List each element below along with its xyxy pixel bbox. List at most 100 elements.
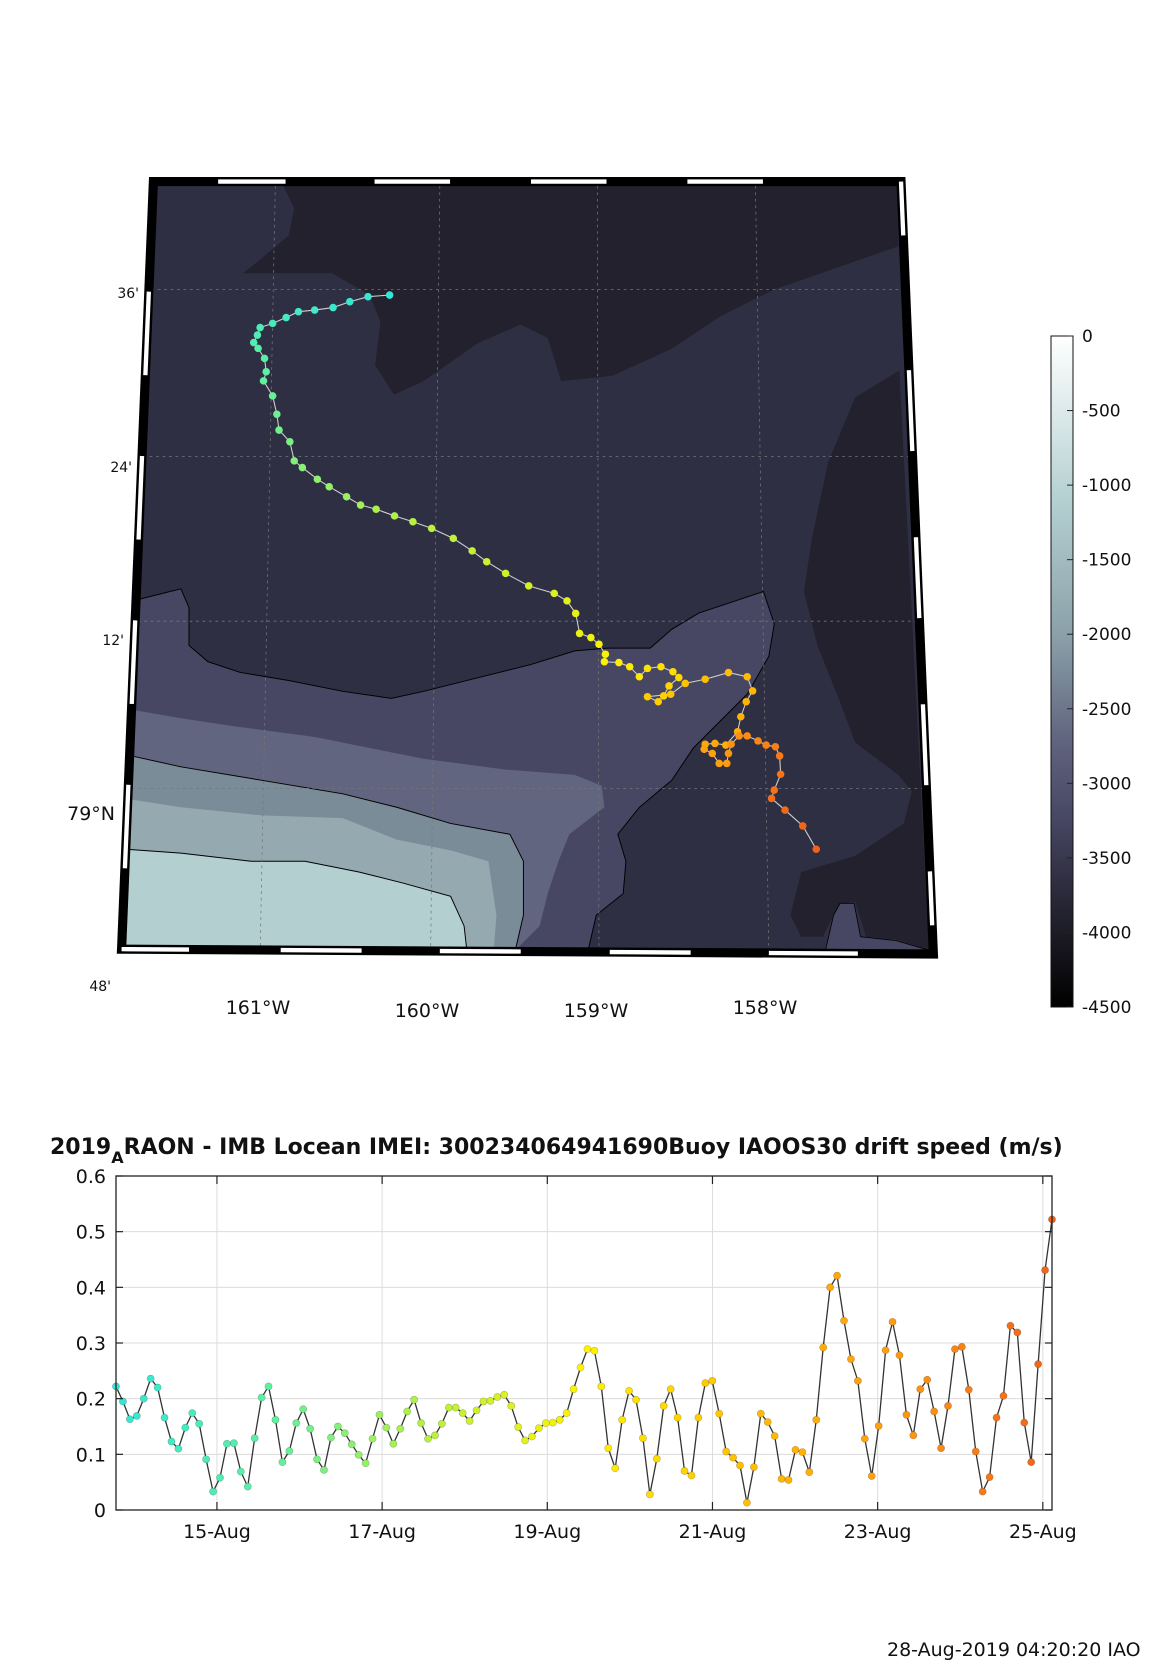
track-point	[268, 319, 277, 328]
speed-point	[930, 1407, 939, 1416]
track-point	[468, 547, 476, 555]
speed-point	[680, 1467, 689, 1475]
track-point	[724, 668, 733, 677]
track-point	[290, 457, 299, 465]
lat-label-48: 48'	[89, 979, 111, 995]
track-point	[286, 437, 294, 446]
colorbar-tick-label: 0	[1082, 327, 1093, 347]
speed-series-line	[115, 1219, 1053, 1503]
speed-point	[541, 1419, 550, 1428]
speed-point	[944, 1402, 952, 1410]
speed-point	[805, 1468, 814, 1477]
track-point	[643, 664, 652, 673]
speed-point	[437, 1419, 446, 1428]
track-point	[735, 732, 743, 740]
track-point	[325, 482, 333, 491]
speed-point	[528, 1432, 536, 1441]
speed-point	[216, 1473, 224, 1482]
track-point	[675, 673, 683, 682]
x-tick-label: 19-Aug	[513, 1521, 581, 1543]
y-tick-label: 0.6	[76, 1166, 106, 1188]
speed-point	[167, 1437, 176, 1446]
track-point	[600, 657, 609, 666]
speed-point	[424, 1434, 432, 1443]
speed-point	[451, 1403, 460, 1412]
track-point	[385, 291, 394, 299]
buoy-track-points	[249, 291, 821, 854]
speed-point	[209, 1487, 217, 1496]
speed-point	[493, 1393, 502, 1401]
track-point	[310, 306, 319, 314]
speed-point	[777, 1474, 786, 1483]
track-point	[256, 323, 264, 332]
track-point	[262, 367, 270, 376]
track-point	[268, 392, 277, 400]
track-point	[390, 512, 399, 520]
speed-point	[708, 1376, 717, 1385]
speed-point	[403, 1407, 412, 1416]
track-point	[427, 524, 436, 533]
track-point	[659, 692, 668, 700]
track-point	[701, 675, 709, 684]
y-tick-label: 0.5	[76, 1222, 106, 1244]
track-point	[253, 331, 262, 339]
track-point	[771, 742, 780, 751]
speed-point	[971, 1447, 980, 1456]
speed-point	[486, 1396, 495, 1405]
speed-point	[1020, 1418, 1029, 1427]
speed-point	[389, 1439, 398, 1448]
track-point	[259, 377, 268, 385]
speed-point	[597, 1382, 606, 1391]
speed-point	[639, 1434, 647, 1443]
latitude-labels: 36' 24' 12' 79°N 48'	[67, 286, 139, 995]
y-tick-label: 0	[94, 1500, 106, 1522]
speed-point	[299, 1405, 308, 1414]
speed-point	[271, 1415, 280, 1424]
speed-point	[736, 1461, 744, 1470]
speed-point	[985, 1473, 994, 1482]
y-tick-label: 0.2	[76, 1389, 106, 1411]
track-point	[254, 344, 262, 353]
chart-grid	[116, 1176, 1052, 1510]
speed-point	[860, 1434, 869, 1443]
speed-point	[188, 1409, 197, 1418]
speed-point	[500, 1390, 509, 1399]
speed-point	[174, 1444, 183, 1453]
speed-point	[410, 1395, 419, 1404]
track-point	[575, 629, 584, 638]
track-point	[294, 307, 303, 316]
speed-point	[673, 1413, 682, 1422]
track-point	[724, 749, 733, 758]
y-tick-label: 0.4	[76, 1277, 106, 1299]
track-point	[643, 692, 652, 701]
track-point	[700, 745, 708, 754]
track-point	[372, 505, 380, 513]
x-tick-label: 15-Aug	[183, 1521, 251, 1543]
speed-point	[881, 1346, 890, 1355]
speed-point	[146, 1374, 155, 1383]
track-point	[743, 672, 751, 681]
track-point	[501, 569, 510, 578]
lat-label-24: 24'	[110, 460, 132, 476]
speed-point	[333, 1422, 342, 1431]
speed-point	[951, 1345, 959, 1354]
speed-point	[999, 1391, 1008, 1400]
speed-point	[375, 1410, 384, 1419]
speed-point	[285, 1447, 294, 1455]
speed-point	[354, 1450, 363, 1459]
speed-point	[576, 1363, 585, 1372]
speed-point	[202, 1455, 211, 1464]
bathy-deep-north	[242, 185, 899, 395]
speed-point	[264, 1382, 273, 1391]
speed-point	[472, 1406, 481, 1415]
track-point	[298, 463, 307, 472]
speed-point	[243, 1482, 252, 1491]
speed-point	[791, 1445, 800, 1454]
track-point	[748, 687, 757, 695]
speed-point	[812, 1415, 821, 1424]
speed-point	[840, 1316, 848, 1325]
speed-point	[458, 1409, 467, 1418]
track-point	[781, 806, 789, 814]
colorbar-tick-label: -1500	[1082, 551, 1131, 571]
track-point	[595, 640, 603, 649]
